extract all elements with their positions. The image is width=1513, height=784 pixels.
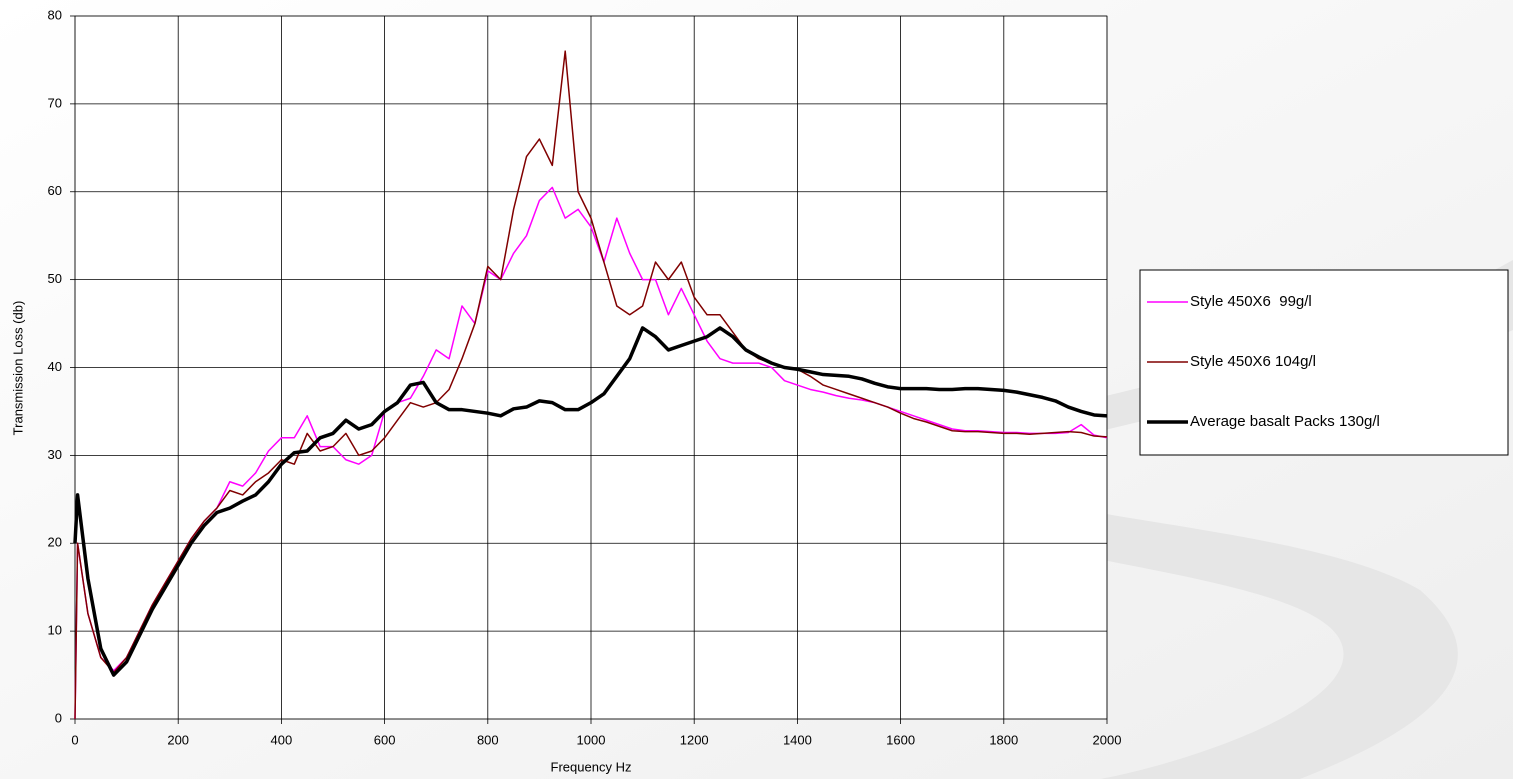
y-tick-label: 0 bbox=[55, 710, 62, 725]
y-tick-label: 20 bbox=[48, 535, 62, 550]
x-tick-label: 1600 bbox=[886, 732, 915, 747]
legend-label: Average basalt Packs 130g/l bbox=[1190, 413, 1380, 430]
y-axis-label: Transmission Loss (db) bbox=[10, 301, 25, 436]
y-tick-label: 30 bbox=[48, 447, 62, 462]
y-tick-label: 60 bbox=[48, 183, 62, 198]
x-axis-label: Frequency Hz bbox=[551, 759, 632, 774]
series-line bbox=[74, 186, 1108, 720]
x-tick-label: 200 bbox=[167, 732, 189, 747]
x-tick-label: 400 bbox=[271, 732, 293, 747]
y-tick-label: 40 bbox=[48, 359, 62, 374]
x-tick-label: 600 bbox=[374, 732, 396, 747]
x-tick-label: 1000 bbox=[577, 732, 606, 747]
y-tick-label: 70 bbox=[48, 95, 62, 110]
x-tick-label: 0 bbox=[71, 732, 78, 747]
y-tick-label: 50 bbox=[48, 271, 62, 286]
legend-label: Style 450X6 104g/l bbox=[1190, 353, 1316, 370]
x-tick-label: 800 bbox=[477, 732, 499, 747]
background-swoosh bbox=[889, 260, 1513, 779]
y-tick-label: 10 bbox=[48, 623, 62, 638]
series-line bbox=[73, 326, 1108, 677]
series-line bbox=[74, 50, 1108, 720]
y-tick-label: 80 bbox=[48, 7, 62, 22]
x-tick-label: 1200 bbox=[680, 732, 709, 747]
x-tick-label: 2000 bbox=[1093, 732, 1122, 747]
x-tick-label: 1800 bbox=[989, 732, 1018, 747]
legend bbox=[1139, 269, 1509, 456]
legend-label: Style 450X6 99g/l bbox=[1190, 293, 1312, 310]
x-tick-label: 1400 bbox=[783, 732, 812, 747]
